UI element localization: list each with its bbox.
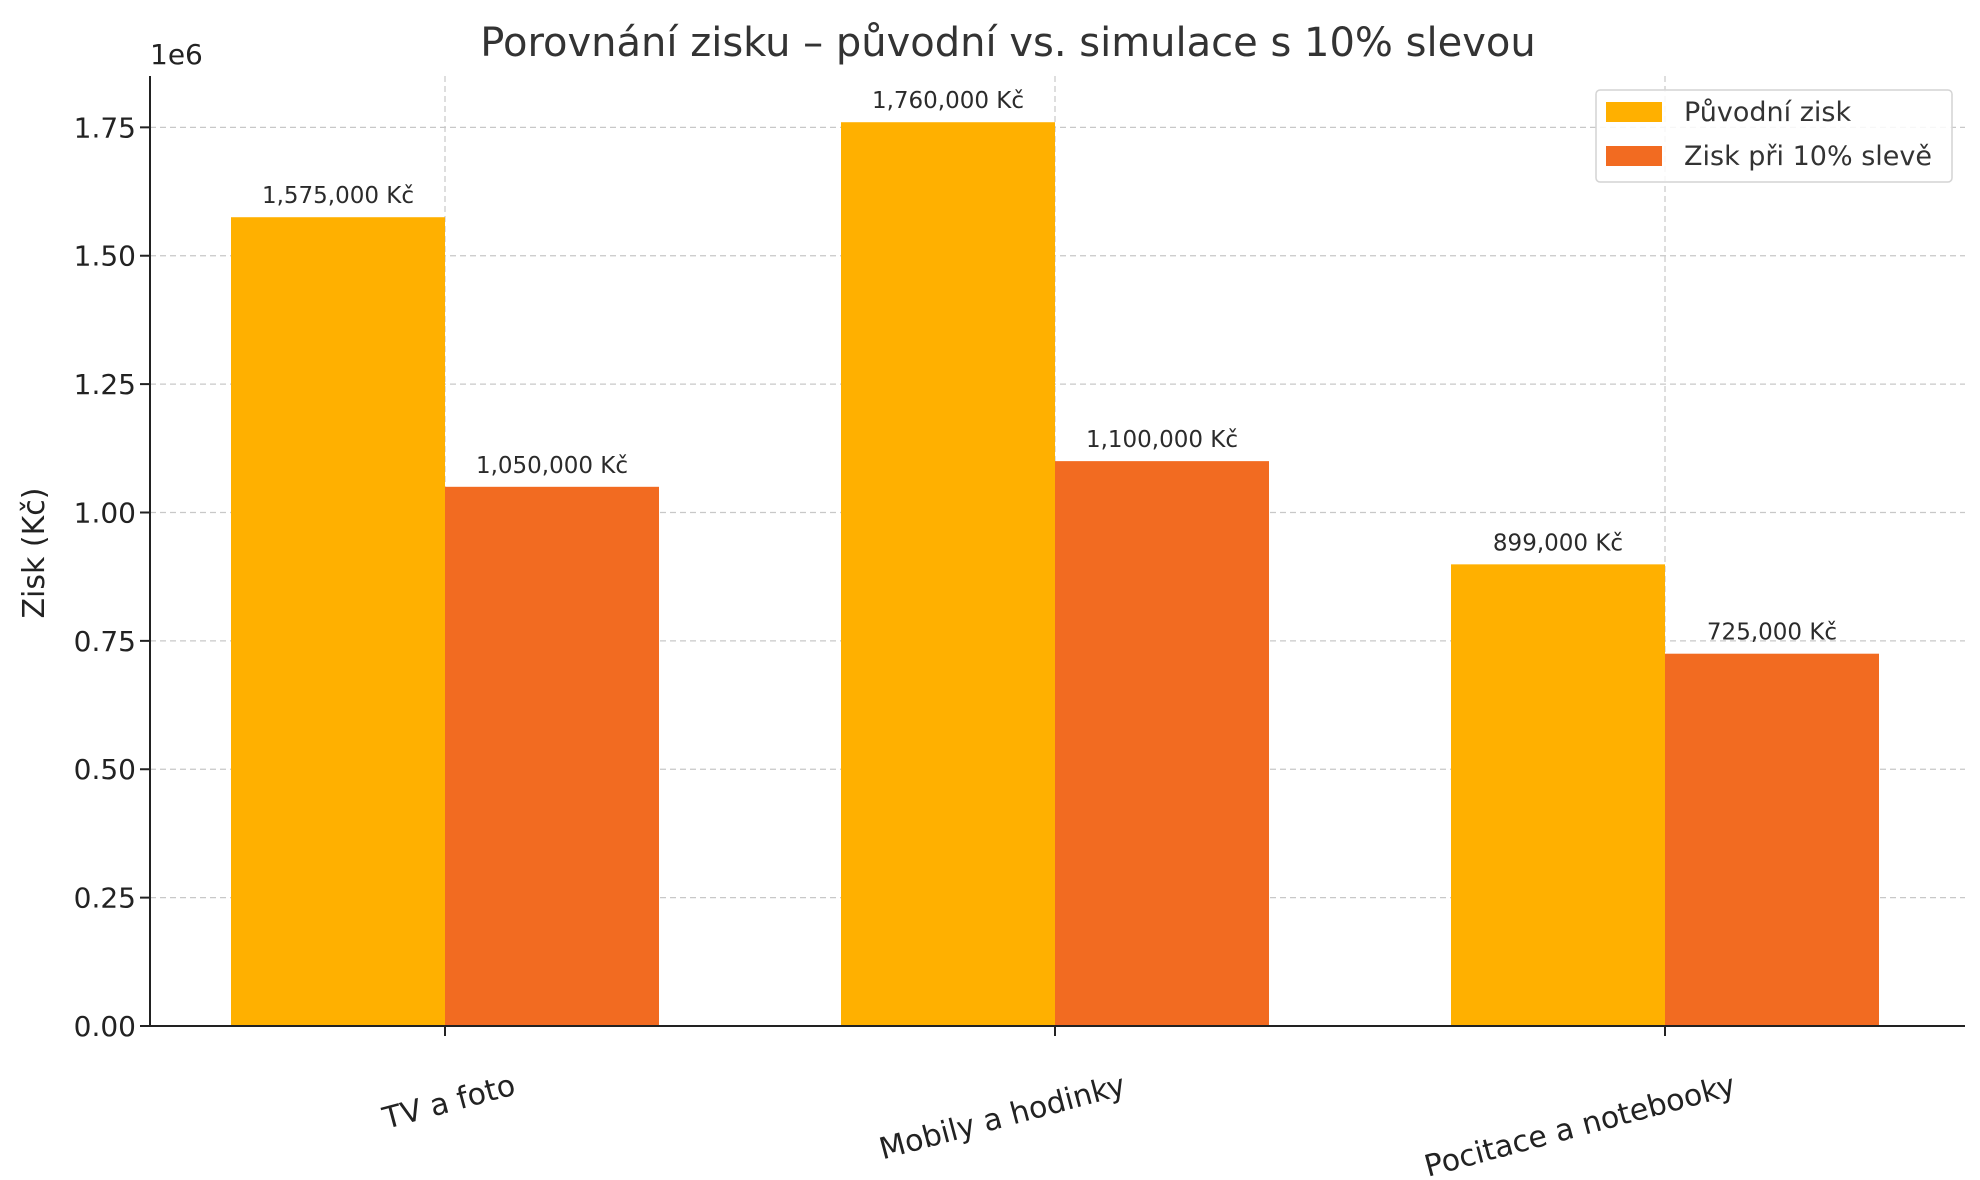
legend-swatch-discount <box>1606 146 1662 166</box>
bar-original-profit <box>1451 564 1665 1026</box>
value-labels: 1,575,000 Kč 1,760,000 Kč 899,000 Kč 1,050,… <box>262 88 1837 645</box>
y-tick-label: 1.00 <box>74 496 136 529</box>
legend: Původní zisk Zisk při 10% slevě <box>1595 89 1953 183</box>
value-label-discount: 1,050,000 Kč <box>476 453 628 479</box>
y-tick-label: 0.00 <box>74 1010 136 1043</box>
value-label-original: 1,575,000 Kč <box>262 183 414 209</box>
value-label-original: 899,000 Kč <box>1493 530 1623 556</box>
chart-title: Porovnání zisku – původní vs. simulace s… <box>480 20 1535 66</box>
bar-discount-profit <box>1055 461 1269 1026</box>
x-category-label: TV a foto <box>378 1068 519 1137</box>
bars <box>231 122 1879 1027</box>
x-category-label: Mobily a hodinky <box>876 1068 1129 1167</box>
bar-discount-profit <box>1665 653 1879 1026</box>
y-tick-label: 1.50 <box>74 240 136 273</box>
legend-label-discount: Zisk při 10% slevě <box>1684 141 1932 172</box>
y-tick-label: 1.25 <box>74 368 136 401</box>
y-tick-label: 0.75 <box>74 625 136 658</box>
bar-original-profit <box>841 122 1055 1027</box>
bar-discount-profit <box>445 486 659 1027</box>
x-category-label: Pocitace a notebooky <box>1421 1068 1739 1180</box>
legend-box <box>1595 89 1953 183</box>
y-ticks: 0.00 0.25 0.50 0.75 1.00 1.25 1.50 1.75 <box>74 111 150 1043</box>
y-tick-label: 1.75 <box>74 111 136 144</box>
value-label-discount: 725,000 Kč <box>1707 620 1837 646</box>
y-axis-label: Zisk (Kč) <box>17 487 52 618</box>
value-label-original: 1,760,000 Kč <box>872 88 1024 114</box>
y-tick-label: 0.25 <box>74 882 136 915</box>
y-offset-label: 1e6 <box>150 38 203 71</box>
axes <box>149 76 1965 1027</box>
legend-label-original: Původní zisk <box>1684 97 1851 128</box>
y-tick-label: 0.50 <box>74 753 136 786</box>
value-label-discount: 1,100,000 Kč <box>1086 427 1238 453</box>
legend-swatch-original <box>1606 102 1662 122</box>
x-categories: TV a foto Mobily a hodinky Pocitace a note… <box>378 1026 1739 1180</box>
bar-original-profit <box>231 217 445 1027</box>
